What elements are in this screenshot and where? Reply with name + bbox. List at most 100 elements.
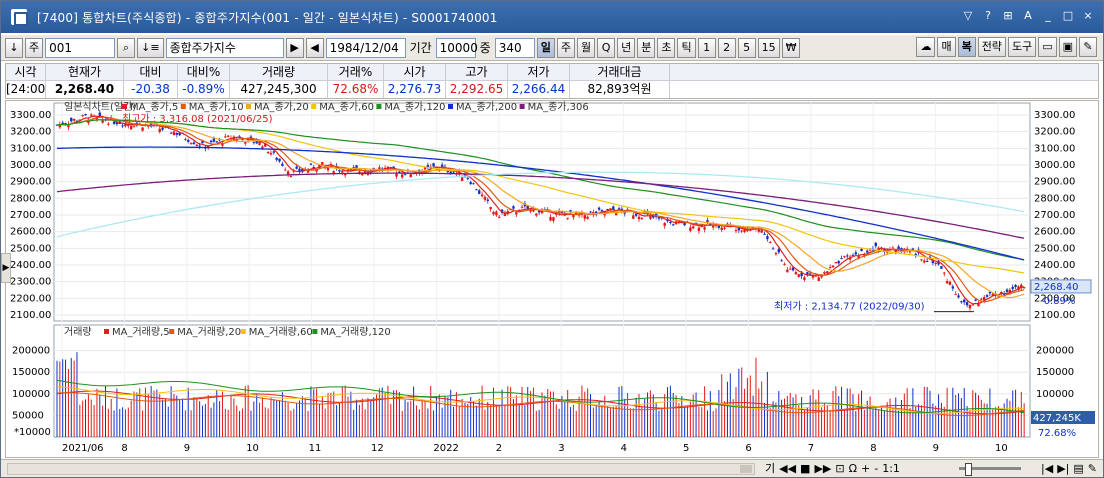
period-input[interactable]: 10000 (435, 37, 478, 58)
cloud-icon[interactable]: ☁ (916, 37, 936, 57)
interval-quarter[interactable]: Q (597, 37, 616, 58)
time-axis-label: 8 (870, 443, 876, 454)
maximize-icon[interactable]: □ (1062, 9, 1074, 22)
candle-body (312, 167, 315, 169)
scroll-thumb[interactable] (740, 465, 752, 473)
interval-tick[interactable]: 틱 (677, 37, 696, 58)
candle-body (857, 255, 860, 259)
period-control[interactable]: 기 (765, 462, 776, 475)
zoom-in-button[interactable]: + (861, 462, 871, 475)
help-icon[interactable]: ? (985, 9, 991, 22)
candle-body (255, 140, 258, 144)
edit-icon[interactable]: ✎ (1087, 462, 1097, 475)
interval-month[interactable]: 월 (576, 37, 596, 58)
stop-icon[interactable]: ■ (800, 462, 811, 475)
count-input[interactable]: 340 (494, 37, 535, 58)
interval-1[interactable]: 1 (697, 37, 716, 58)
candle-body (811, 274, 815, 278)
time-axis-label: 2 (496, 443, 502, 454)
value-volume: 427,245,300 (230, 81, 328, 98)
interval-5[interactable]: 5 (737, 37, 756, 58)
chart-panel[interactable]: 3300.00 3300.00 3200.00 3200.00 3100.00 3100.… (5, 100, 1099, 458)
currency-button[interactable]: ₩ (781, 37, 801, 58)
value-change-pct: -0.89% (178, 81, 230, 98)
interval-day[interactable]: 일 (536, 37, 555, 58)
ma-line-long (56, 172, 1025, 239)
candle-body (723, 227, 726, 229)
candle-body (1011, 286, 1014, 289)
interval-second[interactable]: 초 (657, 37, 676, 58)
code-input[interactable]: 001 (45, 37, 116, 58)
interval-year[interactable]: 년 (617, 37, 636, 58)
value-change: -20.38 (124, 81, 178, 98)
grid-icon[interactable]: ▤ (1073, 462, 1084, 475)
horizontal-scrollbar[interactable] (7, 463, 755, 475)
price-axis-label-left: 2300.00 (10, 277, 51, 288)
search-icon[interactable]: ⌕ (117, 37, 136, 58)
interval-minute[interactable]: 분 (637, 37, 656, 58)
price-axis-label-right: 3100.00 (1034, 143, 1075, 154)
candle-body (98, 112, 101, 116)
interval-week[interactable]: 주 (556, 37, 575, 58)
compound-button[interactable]: 복 (957, 37, 976, 57)
candle-body (355, 165, 358, 170)
candle-body (777, 249, 780, 253)
strategy-button[interactable]: 전략 (977, 37, 1006, 57)
price-chart-svg[interactable]: 3300.00 3300.00 3200.00 3200.00 3100.00 3100.… (6, 101, 1100, 459)
candle-body (786, 269, 789, 273)
candle-body (261, 146, 264, 149)
close-icon[interactable]: × (1083, 9, 1093, 22)
tools-button[interactable]: 도구 (1007, 37, 1037, 57)
candle-body (854, 252, 858, 255)
next-button[interactable]: ▶ (285, 37, 304, 58)
wrench-icon[interactable]: ✎ (1079, 37, 1097, 57)
layout-icon[interactable]: ⊞ (1003, 9, 1013, 22)
zoom-ratio-label[interactable]: 1:1 (882, 462, 900, 475)
candle-body (951, 286, 955, 289)
candle-body (614, 212, 618, 216)
time-axis-label: 5 (683, 443, 689, 454)
buy-button[interactable]: 매 (937, 37, 956, 57)
candle-body (914, 253, 917, 256)
quote-table: 시각 현재가 대비 대비% 거래량 거래% 시가 고가 저가 거래대금 [24:… (5, 63, 1099, 99)
save-icon[interactable]: ▣ (1058, 37, 1077, 57)
first-icon[interactable]: |◀ (1041, 462, 1054, 475)
rewind-icon[interactable]: ◀◀ (779, 462, 797, 475)
expand-left-icon[interactable]: ▶ (1, 253, 11, 283)
interval-2[interactable]: 2 (717, 37, 736, 58)
time-axis-label: 7 (808, 443, 814, 454)
market-button[interactable]: 주 (25, 37, 44, 58)
candle-body (395, 173, 398, 177)
name-field[interactable]: 종합주가지수 (165, 37, 284, 58)
zoom-box-icon[interactable]: ⊡ (835, 462, 845, 475)
dropdown-icon[interactable]: ▽ (963, 9, 973, 22)
candle-body (766, 236, 769, 240)
quote-header-row: 시각 현재가 대비 대비% 거래량 거래% 시가 고가 저가 거래대금 (6, 64, 1098, 81)
price-pane-border (53, 102, 1031, 322)
candle-body (472, 183, 475, 185)
folder-icon[interactable]: ▭ (1038, 37, 1057, 57)
zoom-slider[interactable] (959, 463, 1021, 476)
candle-body (189, 142, 193, 144)
candle-body (968, 304, 972, 309)
minimize-icon[interactable]: _ (1045, 9, 1051, 22)
candle-body (289, 175, 293, 177)
font-icon[interactable]: A (1024, 9, 1032, 22)
forward-icon[interactable]: ▶▶ (814, 462, 832, 475)
zoom-out-button[interactable]: - (874, 462, 879, 475)
candle-body (169, 132, 173, 134)
omega-icon[interactable]: Ω (848, 462, 857, 475)
direction-button[interactable]: ↓ (5, 37, 23, 58)
sort-button[interactable]: ↓≡ (137, 37, 164, 58)
date-input[interactable]: 1984/12/04 (325, 37, 406, 58)
time-axis-label: 10 (246, 443, 259, 454)
interval-15[interactable]: 15 (757, 37, 780, 58)
prev-button[interactable]: ◀ (305, 37, 324, 58)
ma-line-120 (56, 119, 1025, 261)
time-axis-label: 9 (184, 443, 190, 454)
header-change-pct: 대비% (178, 64, 230, 80)
candle-body (226, 135, 230, 137)
candle-body (977, 302, 980, 307)
candle-body (757, 229, 761, 232)
last-icon[interactable]: ▶| (1057, 462, 1070, 475)
